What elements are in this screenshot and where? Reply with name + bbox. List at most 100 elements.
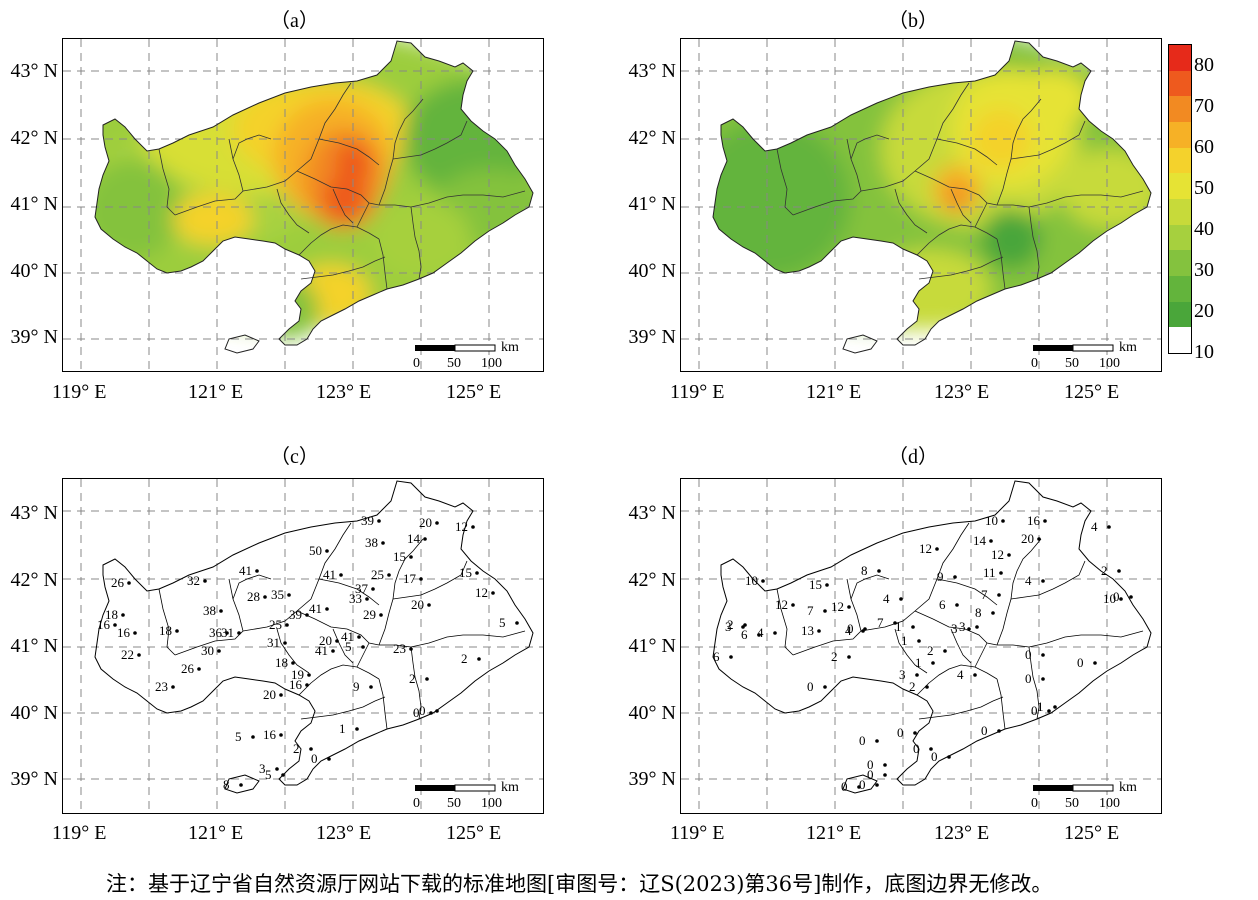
city-boundary — [996, 678, 1006, 730]
station-value: 16 — [263, 727, 277, 742]
station-dot — [263, 595, 267, 599]
station-value: 4 — [845, 623, 852, 638]
station-dot — [1053, 705, 1057, 709]
station-dot — [379, 613, 383, 617]
station-dot — [279, 733, 283, 737]
colorbar-segment — [1169, 199, 1191, 225]
city-boundary — [950, 628, 972, 664]
province-outline — [224, 334, 260, 354]
lat-label: 40° N — [10, 702, 58, 724]
station-dot — [791, 603, 795, 607]
station-value: 0 — [807, 679, 814, 694]
station-value: 11 — [983, 565, 996, 580]
station-dot — [773, 631, 777, 635]
station-dot — [435, 521, 439, 525]
city-boundary — [776, 148, 794, 216]
station-dot — [953, 575, 957, 579]
station-value: 4 — [957, 667, 964, 682]
city-boundary — [232, 574, 272, 600]
city-boundary — [1028, 646, 1040, 720]
heat-blob — [259, 279, 319, 339]
colorbar-segment — [1169, 147, 1191, 174]
lon-label: 121° E — [188, 381, 244, 403]
station-value: 0 — [1025, 647, 1032, 662]
station-dot — [877, 569, 881, 573]
station-value: 38 — [365, 535, 378, 550]
station-value: 6 — [713, 649, 720, 664]
station-value: 31 — [221, 625, 234, 640]
station-value: 8 — [861, 563, 868, 578]
station-value: 1 — [339, 721, 346, 736]
station-dot — [281, 773, 285, 777]
city-boundary — [174, 138, 244, 216]
station-dot — [997, 729, 1001, 733]
city-boundary — [300, 696, 386, 720]
lat-label: 40° N — [628, 260, 676, 282]
station-dot — [127, 581, 131, 585]
station-dot — [217, 649, 221, 653]
station-dot — [729, 655, 733, 659]
city-boundary — [916, 664, 998, 696]
station-value: 3 — [899, 667, 906, 682]
station-dot — [423, 537, 427, 541]
station-dot — [1119, 597, 1123, 601]
lat-label: 43° N — [628, 502, 676, 524]
station-value: 29 — [363, 607, 376, 622]
station-value: 15 — [393, 549, 406, 564]
station-value: 12 — [919, 541, 932, 556]
city-boundary — [918, 256, 1004, 280]
station-dot — [133, 631, 137, 635]
station-value: 35 — [271, 587, 284, 602]
city-boundary — [1010, 120, 1086, 160]
station-dot — [419, 577, 423, 581]
city-boundary — [276, 628, 310, 674]
station-dot — [893, 621, 897, 625]
lat-label: 41° N — [10, 635, 58, 657]
station-dot — [491, 591, 495, 595]
station-value: 2 — [1101, 563, 1108, 578]
lon-label: 121° E — [806, 822, 862, 844]
scale-unit: km — [501, 780, 519, 795]
station-value: 18 — [159, 623, 172, 638]
station-value: 0 — [859, 733, 866, 748]
colorbar-segment — [1169, 96, 1191, 123]
station-value: 3 — [959, 619, 966, 634]
city-boundary — [410, 646, 422, 720]
scale-tick-50: 50 — [1065, 796, 1079, 811]
city-boundary — [318, 138, 380, 166]
station-value: 0 — [931, 749, 938, 764]
colorbar-segment — [1169, 301, 1191, 328]
station-value: 7 — [807, 603, 814, 618]
panel-title-c: （c） — [270, 446, 319, 468]
scale-tick-0: 0 — [413, 356, 420, 371]
station-dot — [171, 685, 175, 689]
station-value: 4 — [1025, 573, 1032, 588]
station-dot — [275, 767, 279, 771]
station-value: 5 — [235, 729, 242, 744]
station-dot — [429, 711, 433, 715]
colorbar — [1168, 44, 1192, 354]
station-value: 1 — [1037, 699, 1044, 714]
city-boundary — [379, 190, 526, 208]
heat-blob — [871, 249, 991, 329]
city-boundary — [974, 202, 988, 228]
colorbar-segment — [1169, 276, 1191, 302]
colorbar-label: 30 — [1194, 259, 1214, 281]
station-dot — [175, 629, 179, 633]
station-value: 30 — [201, 643, 214, 658]
station-dot — [361, 645, 365, 649]
station-dot — [339, 573, 343, 577]
scale-tick-100: 100 — [481, 796, 502, 811]
station-value: 39 — [289, 607, 302, 622]
station-dot — [121, 613, 125, 617]
station-dot — [471, 525, 475, 529]
colorbar-segment — [1169, 173, 1191, 200]
city-boundary — [1028, 206, 1040, 280]
station-value: 0 — [867, 757, 874, 772]
station-value: 5 — [345, 639, 352, 654]
station-value: 0 — [897, 725, 904, 740]
